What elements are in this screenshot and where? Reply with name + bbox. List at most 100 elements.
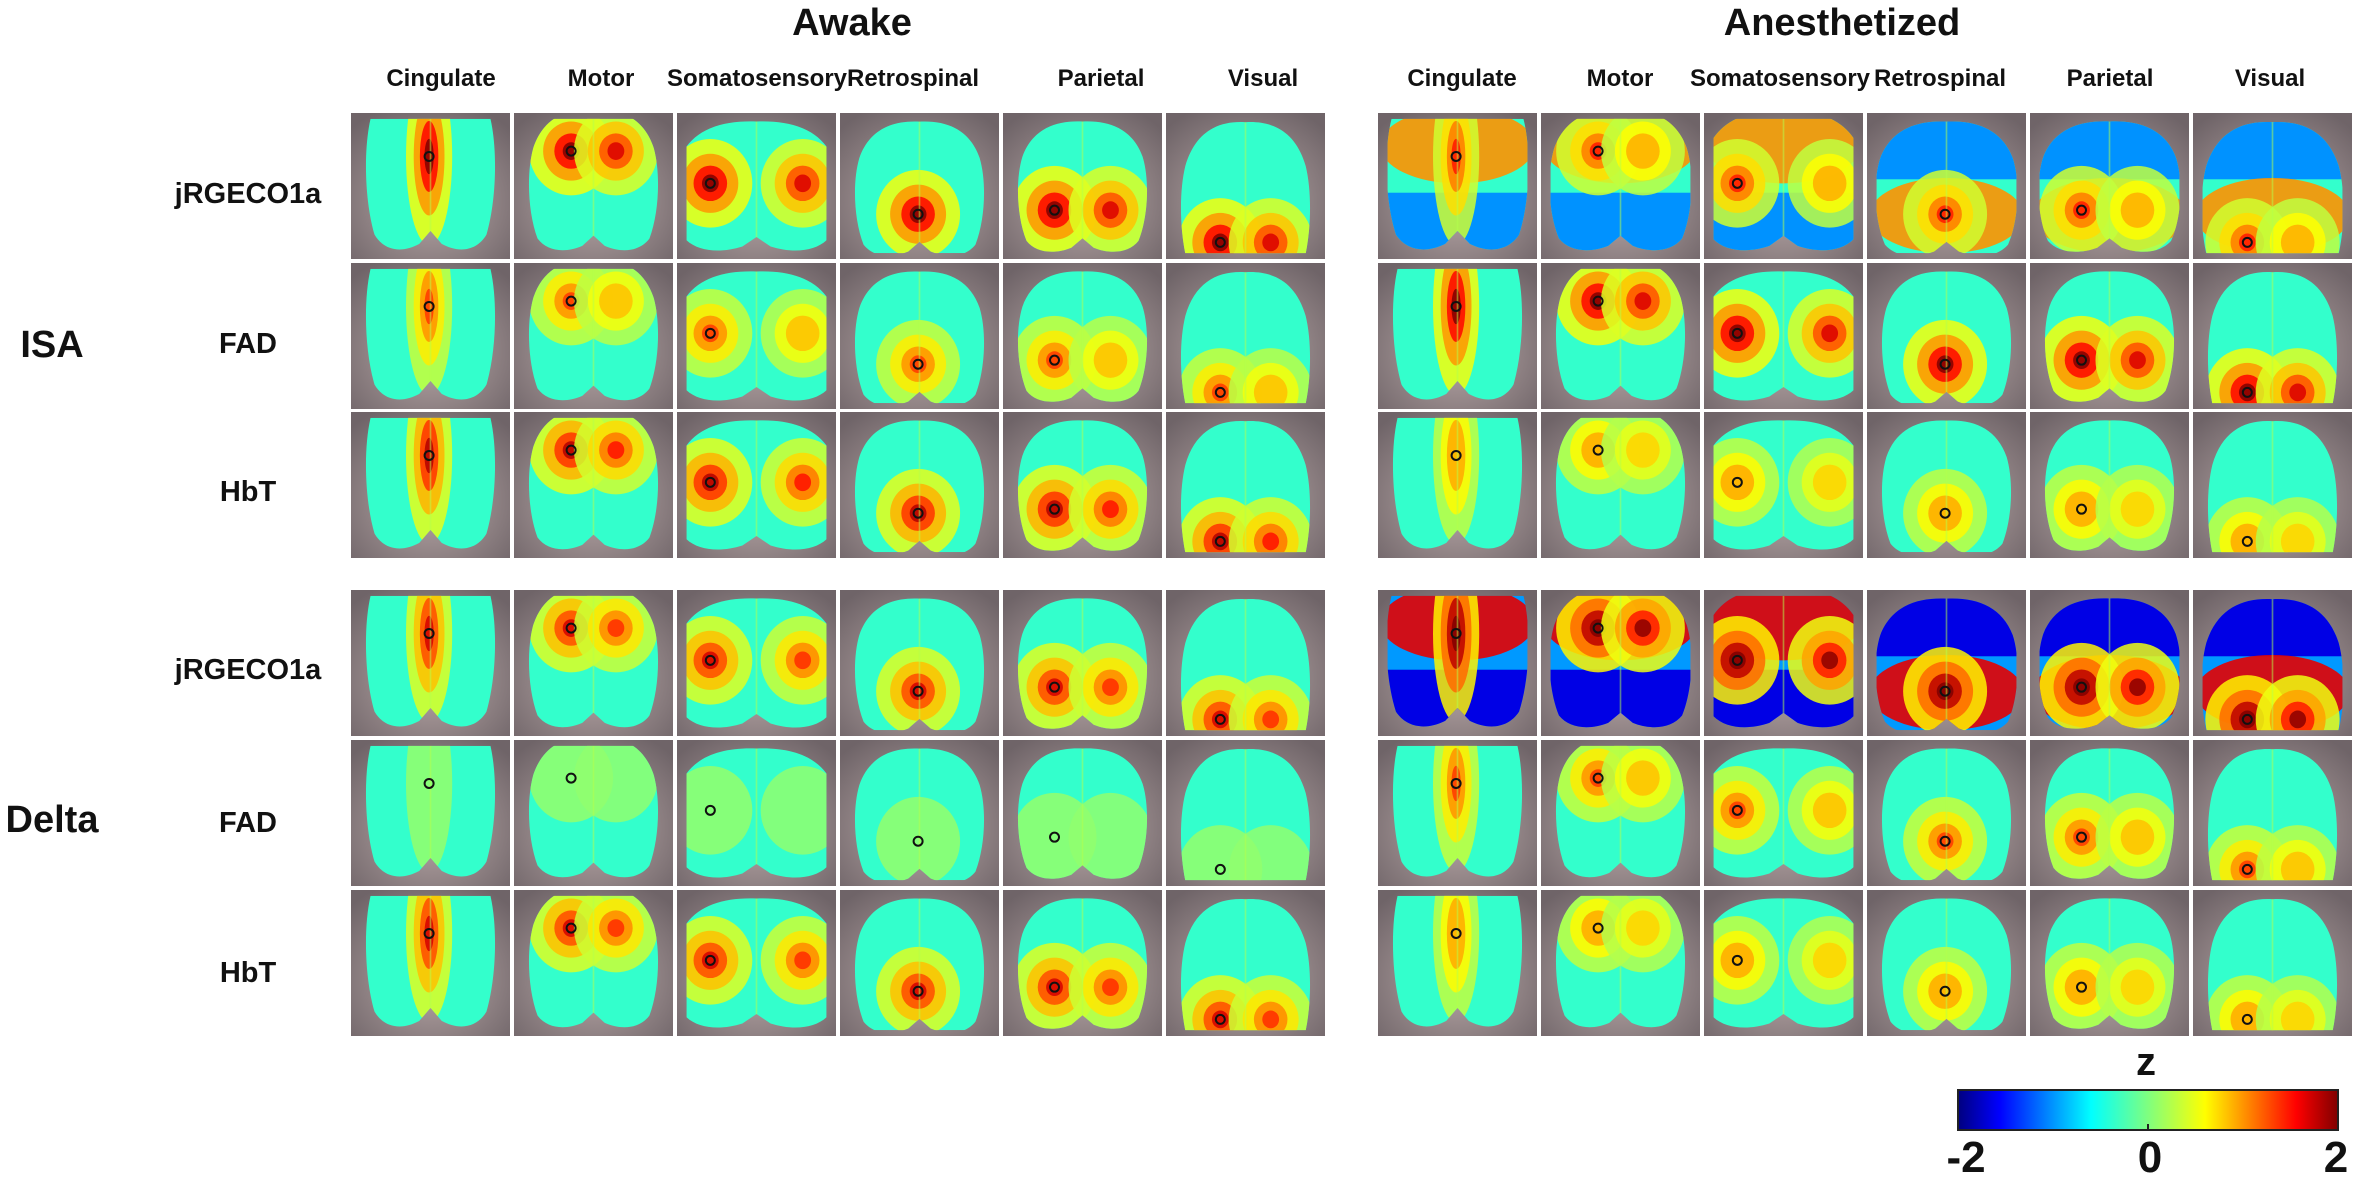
seed-marker — [2241, 236, 2253, 248]
correlation-map-anesthetized-delta-jrgeco1a-somatosensory — [1704, 590, 1863, 736]
colorbar: z -2 0 2 — [1946, 1040, 2348, 1180]
correlation-map-anesthetized-isa-fad-retrospinal — [1867, 263, 2026, 409]
correlation-map-anesthetized-isa-hbt-retrospinal — [1867, 412, 2026, 558]
correlation-map-awake-delta-jrgeco1a-retrospinal — [840, 590, 999, 736]
seed-marker — [2076, 204, 2088, 216]
correlation-map-awake-isa-hbt-parietal — [1003, 412, 1162, 558]
seed-marker — [2076, 354, 2088, 366]
contrast-label-hbt-isa: HbT — [220, 476, 277, 508]
seed-marker — [1939, 507, 1951, 519]
seed-marker — [1592, 145, 1604, 157]
correlation-map-awake-isa-hbt-motor — [514, 412, 673, 558]
correlation-map-anesthetized-delta-jrgeco1a-retrospinal — [1867, 590, 2026, 736]
seed-marker — [912, 685, 924, 697]
correlation-map-anesthetized-delta-jrgeco1a-parietal — [2030, 590, 2189, 736]
seed-marker — [1592, 772, 1604, 784]
seed-marker — [1939, 685, 1951, 697]
correlation-map-awake-delta-jrgeco1a-parietal — [1003, 590, 1162, 736]
correlation-map-anesthetized-isa-jrgeco1a-visual — [2193, 113, 2352, 259]
condition-title-anesthetized: Anesthetized — [1724, 2, 1960, 44]
colorbar-label: z — [2136, 1040, 2156, 1084]
correlation-map-awake-isa-hbt-visual — [1166, 412, 1325, 558]
region-header-somatosensory-awake: Somatosensory — [667, 65, 848, 92]
seed-marker — [1214, 1013, 1226, 1025]
region-header-cingulate-anesthetized: Cingulate — [1407, 65, 1516, 92]
seed-marker — [2241, 863, 2253, 875]
correlation-map-anesthetized-delta-fad-somatosensory — [1704, 740, 1863, 886]
seed-marker — [1592, 295, 1604, 307]
region-header-motor-awake: Motor — [568, 65, 635, 92]
correlation-map-awake-delta-fad-cingulate — [351, 740, 510, 886]
seed-marker — [1939, 985, 1951, 997]
correlation-map-awake-delta-jrgeco1a-cingulate — [351, 590, 510, 736]
correlation-map-anesthetized-delta-hbt-parietal — [2030, 890, 2189, 1036]
region-header-retrospinal-awake: Retrospinal — [847, 65, 979, 92]
seed-marker — [1450, 300, 1462, 312]
seed-marker — [2076, 981, 2088, 993]
seed-marker — [1939, 835, 1951, 847]
correlation-map-anesthetized-isa-jrgeco1a-motor — [1541, 113, 1700, 259]
correlation-map-anesthetized-isa-jrgeco1a-parietal — [2030, 113, 2189, 259]
correlation-map-anesthetized-delta-fad-retrospinal — [1867, 740, 2026, 886]
correlation-map-anesthetized-isa-jrgeco1a-somatosensory — [1704, 113, 1863, 259]
seed-marker — [704, 804, 716, 816]
correlation-map-anesthetized-delta-jrgeco1a-visual — [2193, 590, 2352, 736]
seed-marker — [1592, 922, 1604, 934]
region-header-somatosensory-anesthetized: Somatosensory — [1690, 65, 1871, 92]
correlation-map-anesthetized-isa-jrgeco1a-cingulate — [1378, 113, 1537, 259]
correlation-map-awake-delta-jrgeco1a-somatosensory — [677, 590, 836, 736]
region-header-parietal-anesthetized: Parietal — [2067, 65, 2154, 92]
correlation-map-anesthetized-delta-fad-motor — [1541, 740, 1700, 886]
seed-marker — [423, 777, 435, 789]
correlation-map-anesthetized-isa-fad-visual — [2193, 263, 2352, 409]
correlation-map-anesthetized-delta-jrgeco1a-cingulate — [1378, 590, 1537, 736]
seed-marker — [1214, 863, 1226, 875]
seed-marker — [1049, 681, 1061, 693]
seed-marker — [912, 208, 924, 220]
correlation-map-anesthetized-isa-hbt-parietal — [2030, 412, 2189, 558]
seed-marker — [912, 358, 924, 370]
correlation-map-awake-isa-jrgeco1a-cingulate — [351, 113, 510, 259]
condition-title-awake: Awake — [792, 2, 912, 44]
seed-marker — [1049, 354, 1061, 366]
correlation-map-awake-isa-hbt-somatosensory — [677, 412, 836, 558]
seed-marker — [423, 627, 435, 639]
correlation-map-awake-delta-hbt-cingulate — [351, 890, 510, 1036]
seed-marker — [1592, 622, 1604, 634]
correlation-map-awake-delta-hbt-visual — [1166, 890, 1325, 1036]
correlation-map-anesthetized-isa-hbt-motor — [1541, 412, 1700, 558]
correlation-map-anesthetized-isa-hbt-cingulate — [1378, 412, 1537, 558]
correlation-map-anesthetized-delta-hbt-retrospinal — [1867, 890, 2026, 1036]
correlation-map-awake-isa-fad-parietal — [1003, 263, 1162, 409]
region-header-visual-awake: Visual — [1228, 65, 1298, 92]
correlation-map-anesthetized-isa-fad-parietal — [2030, 263, 2189, 409]
seed-marker — [1939, 358, 1951, 370]
seed-marker — [2076, 831, 2088, 843]
correlation-map-awake-isa-jrgeco1a-visual — [1166, 113, 1325, 259]
seed-marker — [565, 922, 577, 934]
correlation-map-awake-delta-fad-parietal — [1003, 740, 1162, 886]
region-header-visual-anesthetized: Visual — [2235, 65, 2305, 92]
seed-marker — [1214, 386, 1226, 398]
contrast-label-jrgeco1a-delta: jRGECO1a — [174, 654, 323, 686]
seed-marker — [423, 150, 435, 162]
seed-marker — [1731, 177, 1743, 189]
seed-marker — [704, 476, 716, 488]
correlation-map-awake-delta-fad-visual — [1166, 740, 1325, 886]
seed-marker — [2076, 503, 2088, 515]
seed-marker — [565, 145, 577, 157]
correlation-map-anesthetized-delta-fad-parietal — [2030, 740, 2189, 886]
seed-marker — [1450, 449, 1462, 461]
colorbar-tick-min: -2 — [1946, 1133, 1985, 1180]
correlation-map-awake-isa-hbt-retrospinal — [840, 412, 999, 558]
seed-marker — [1450, 627, 1462, 639]
region-header-parietal-awake: Parietal — [1058, 65, 1145, 92]
correlation-map-awake-isa-hbt-cingulate — [351, 412, 510, 558]
correlation-map-awake-delta-hbt-retrospinal — [840, 890, 999, 1036]
seed-marker — [704, 654, 716, 666]
seed-marker — [1049, 831, 1061, 843]
colorbar-tick-max: 2 — [2324, 1133, 2348, 1180]
correlation-map-awake-delta-jrgeco1a-visual — [1166, 590, 1325, 736]
correlation-map-awake-delta-fad-somatosensory — [677, 740, 836, 886]
seed-marker — [1214, 535, 1226, 547]
